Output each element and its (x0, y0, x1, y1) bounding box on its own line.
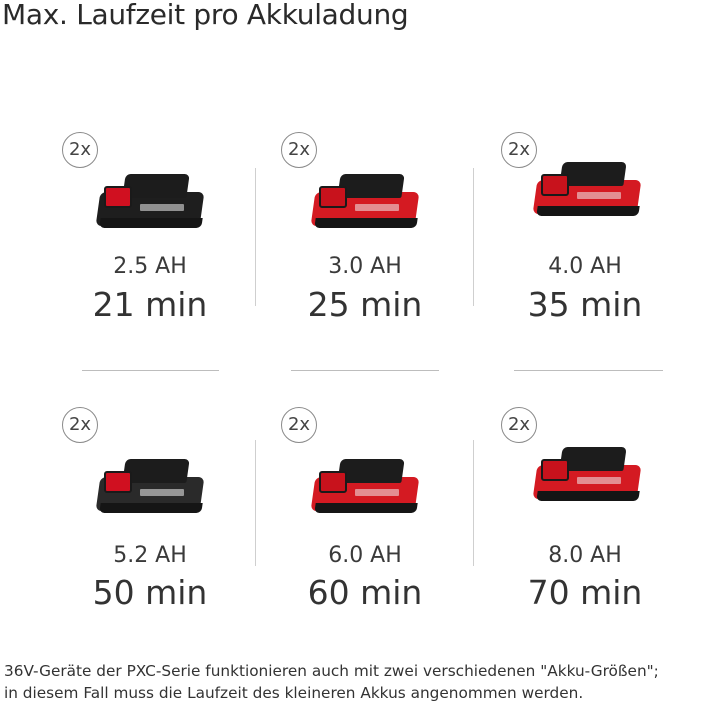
battery-label (577, 192, 621, 199)
quantity-badge: 2x (281, 407, 317, 443)
battery-label (355, 489, 399, 496)
capacity-label: 2.5 AH (113, 254, 187, 279)
quantity-badge: 2x (501, 407, 537, 443)
battery-base (314, 503, 418, 513)
battery-base (536, 206, 640, 216)
capacity-label: 5.2 AH (113, 543, 187, 568)
battery-top (122, 459, 190, 483)
runtime-label: 35 min (527, 285, 643, 324)
divider (255, 168, 256, 306)
capacity-label: 8.0 AH (548, 543, 622, 568)
divider (473, 168, 474, 306)
capacity-label: 6.0 AH (328, 543, 402, 568)
battery-top (337, 459, 405, 483)
runtime-label: 60 min (307, 573, 423, 612)
battery-pack-icon (309, 170, 421, 232)
divider (514, 370, 663, 371)
battery-cell: 2x 2.5 AH 21 min (40, 130, 260, 390)
battery-cell: 2x 4.0 AH 35 min (475, 130, 695, 390)
battery-latch (319, 186, 347, 208)
battery-pack-icon (531, 443, 643, 505)
capacity-label: 4.0 AH (548, 254, 622, 279)
battery-latch (541, 459, 569, 481)
quantity-badge: 2x (62, 407, 98, 443)
battery-latch (104, 471, 132, 493)
runtime-label: 21 min (92, 285, 208, 324)
quantity-badge: 2x (281, 132, 317, 168)
battery-top (559, 447, 627, 471)
battery-label (140, 489, 184, 496)
battery-pack-icon (94, 455, 206, 517)
battery-pack-icon (94, 170, 206, 232)
runtime-label: 50 min (92, 573, 208, 612)
footnote-line: in diesem Fall muss die Laufzeit des kle… (4, 684, 584, 702)
divider (291, 370, 439, 371)
battery-label (140, 204, 184, 211)
divider (82, 370, 219, 371)
battery-cell: 2x 5.2 AH 50 min (40, 405, 260, 665)
footnote: 36V-Geräte der PXC-Serie funktionieren a… (4, 660, 659, 704)
runtime-label: 25 min (307, 285, 423, 324)
battery-label (577, 477, 621, 484)
quantity-badge: 2x (501, 132, 537, 168)
battery-top (122, 174, 190, 198)
battery-latch (104, 186, 132, 208)
battery-base (99, 503, 203, 513)
quantity-badge: 2x (62, 132, 98, 168)
battery-cell: 2x 6.0 AH 60 min (255, 405, 475, 665)
battery-base (536, 491, 640, 501)
runtime-label: 70 min (527, 573, 643, 612)
battery-latch (541, 174, 569, 196)
battery-cell: 2x 3.0 AH 25 min (255, 130, 475, 390)
battery-top (559, 162, 627, 186)
battery-base (314, 218, 418, 228)
divider (255, 440, 256, 566)
battery-pack-icon (309, 455, 421, 517)
footnote-line: 36V-Geräte der PXC-Serie funktionieren a… (4, 662, 659, 680)
battery-cell: 2x 8.0 AH 70 min (475, 405, 695, 665)
battery-top (337, 174, 405, 198)
battery-latch (319, 471, 347, 493)
battery-base (99, 218, 203, 228)
battery-label (355, 204, 399, 211)
battery-pack-icon (531, 158, 643, 220)
capacity-label: 3.0 AH (328, 254, 402, 279)
divider (473, 440, 474, 566)
page-title: Max. Laufzeit pro Akkuladung (2, 0, 409, 31)
